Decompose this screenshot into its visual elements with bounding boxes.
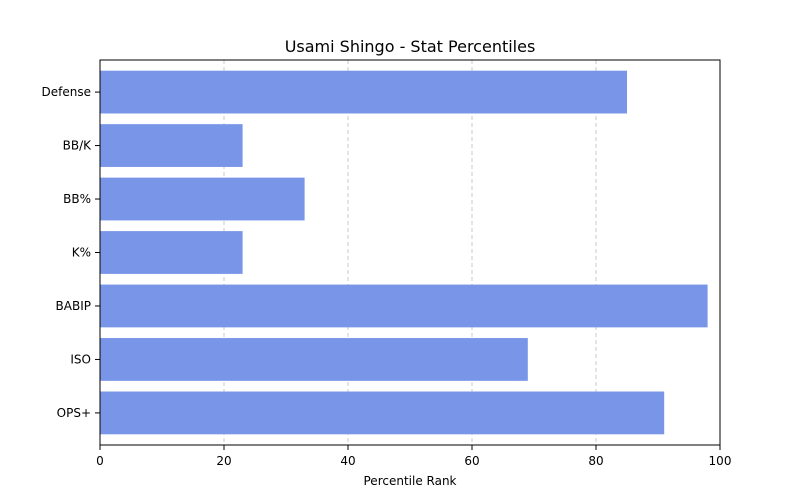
chart-title: Usami Shingo - Stat Percentiles	[285, 37, 536, 56]
bars	[100, 70, 708, 435]
bar	[100, 124, 243, 167]
gridlines	[223, 60, 597, 445]
x-axis-label: Percentile Rank	[364, 474, 457, 488]
y-tick-label: BB%	[63, 192, 91, 206]
y-axis: Defense BB/K BB% K% BABIP ISO OPS+	[42, 85, 100, 420]
y-tick-label: BABIP	[56, 299, 91, 313]
y-tick-label: OPS+	[57, 406, 91, 420]
bar	[100, 338, 528, 381]
x-tick-label: 80	[588, 454, 603, 468]
x-axis: 0 20 40 60 80 100	[96, 445, 731, 468]
bar	[100, 284, 708, 328]
y-tick-label: BB/K	[63, 139, 93, 153]
y-tick-label: Defense	[42, 85, 91, 99]
x-tick-label: 20	[216, 454, 231, 468]
bar	[100, 391, 665, 435]
bar	[100, 177, 305, 221]
bar	[100, 70, 627, 114]
x-tick-label: 100	[709, 454, 732, 468]
x-tick-label: 0	[96, 454, 104, 468]
x-tick-label: 60	[464, 454, 479, 468]
y-tick-label: ISO	[70, 352, 91, 366]
x-tick-label: 40	[340, 454, 355, 468]
y-tick-label: K%	[72, 246, 91, 260]
bar	[100, 231, 243, 274]
